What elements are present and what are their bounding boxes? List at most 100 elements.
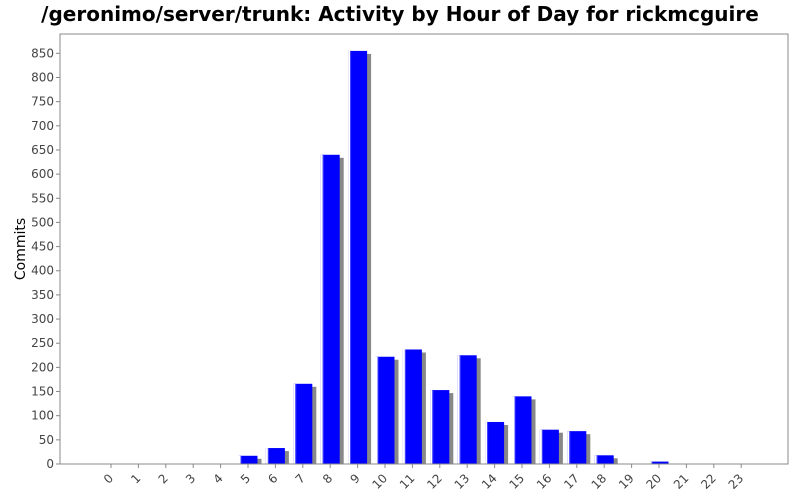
bar-edge-inner — [459, 355, 461, 464]
bar — [348, 50, 368, 465]
bar-edge — [649, 461, 652, 464]
y-tick-label: 100 — [31, 409, 54, 423]
x-tick-label: 9 — [347, 471, 362, 486]
bar-hour-5 — [238, 455, 262, 464]
y-tick-label: 600 — [31, 167, 54, 181]
bar — [238, 455, 258, 464]
bar-edge-inner — [487, 421, 489, 464]
bar-edge — [430, 390, 433, 464]
bar — [293, 383, 313, 464]
bar-edge — [457, 355, 460, 464]
y-ticks-layer: 0 50 100 150 200 250 300 350 400 450 500 550 600 650 7… — [31, 46, 60, 471]
bar — [485, 421, 505, 464]
bar-edge-inner — [240, 455, 242, 464]
bar — [265, 448, 285, 464]
x-ticks-layer: 0 1 2 3 4 5 6 7 8 9 10 11 12 13 14 15 16 17 18 19 20 21 22 23 — [101, 464, 746, 492]
bars-layer — [238, 50, 669, 465]
bar-edge — [348, 50, 351, 465]
bar-hour-20 — [649, 461, 669, 464]
x-tick-label: 3 — [183, 471, 198, 486]
bar-edge — [567, 431, 570, 464]
y-tick-label: 150 — [31, 385, 54, 399]
y-tick-label: 0 — [46, 457, 54, 471]
bar-hour-12 — [430, 390, 454, 464]
x-tick-label: 10 — [369, 471, 390, 492]
x-tick-label: 5 — [238, 471, 253, 486]
x-tick-label: 16 — [534, 471, 555, 492]
bar — [375, 356, 395, 464]
bar-edge-inner — [404, 349, 406, 464]
chart-title: /geronimo/server/trunk: Activity by Hour… — [41, 2, 759, 26]
bar-hour-14 — [485, 421, 509, 464]
y-axis-title: Commits — [13, 218, 29, 280]
x-tick-label: 22 — [698, 471, 719, 492]
x-tick-label: 12 — [424, 471, 445, 492]
y-tick-label: 200 — [31, 360, 54, 374]
bar-edge-inner — [322, 154, 324, 465]
bar-edge — [539, 429, 542, 464]
bar-edge — [265, 448, 268, 464]
x-tick-label: 21 — [671, 471, 692, 492]
x-tick-label: 19 — [616, 471, 637, 492]
y-tick-label: 250 — [31, 336, 54, 350]
bar-hour-10 — [375, 356, 399, 464]
bar — [320, 154, 340, 465]
bar-hour-13 — [457, 355, 481, 464]
bar-edge — [320, 154, 323, 465]
bar-hour-16 — [539, 429, 563, 464]
bar-edge-inner — [432, 390, 434, 464]
bar — [457, 355, 477, 464]
y-tick-label: 700 — [31, 119, 54, 133]
bar-hour-15 — [512, 396, 536, 464]
y-tick-label: 650 — [31, 143, 54, 157]
bar-edge-inner — [651, 461, 653, 464]
bar-edge-inner — [541, 429, 543, 464]
bar-edge-inner — [350, 50, 352, 465]
bar-hour-18 — [594, 455, 618, 464]
x-tick-label: 4 — [210, 471, 225, 486]
bar-hour-17 — [567, 431, 591, 464]
bar — [567, 431, 587, 464]
x-tick-label: 0 — [101, 471, 116, 486]
bar-edge-inner — [596, 455, 598, 464]
bar-hour-8 — [320, 154, 344, 465]
y-tick-label: 800 — [31, 70, 54, 84]
x-tick-label: 1 — [128, 471, 143, 486]
x-tick-label: 13 — [452, 471, 473, 492]
bar-edge — [594, 455, 597, 464]
x-tick-label: 15 — [506, 471, 527, 492]
bar-edge — [238, 455, 241, 464]
bar-hour-11 — [402, 349, 426, 464]
y-tick-label: 300 — [31, 312, 54, 326]
x-tick-label: 6 — [265, 471, 280, 486]
x-tick-label: 7 — [293, 471, 308, 486]
bar-hour-6 — [265, 448, 289, 464]
y-tick-label: 550 — [31, 191, 54, 205]
bar-edge — [485, 421, 488, 464]
x-tick-label: 8 — [320, 471, 335, 486]
bar-edge — [293, 383, 296, 464]
bar-hour-7 — [293, 383, 317, 464]
x-tick-label: 17 — [561, 471, 582, 492]
bar-edge-inner — [377, 356, 379, 464]
bar — [512, 396, 532, 464]
bar — [402, 349, 422, 464]
bar — [539, 429, 559, 464]
bar-hour-9 — [348, 50, 372, 465]
y-tick-label: 850 — [31, 46, 54, 60]
x-tick-label: 20 — [643, 471, 664, 492]
y-tick-label: 350 — [31, 288, 54, 302]
x-tick-label: 2 — [156, 471, 171, 486]
bar-edge-inner — [267, 448, 269, 464]
bar-edge — [375, 356, 378, 464]
y-tick-label: 400 — [31, 264, 54, 278]
y-tick-label: 50 — [39, 433, 54, 447]
bar-edge — [402, 349, 405, 464]
bar-edge-inner — [569, 431, 571, 464]
x-tick-label: 11 — [397, 471, 418, 492]
y-tick-label: 750 — [31, 95, 54, 109]
x-tick-label: 14 — [479, 471, 500, 492]
bar — [594, 455, 614, 464]
bar-edge-inner — [295, 383, 297, 464]
